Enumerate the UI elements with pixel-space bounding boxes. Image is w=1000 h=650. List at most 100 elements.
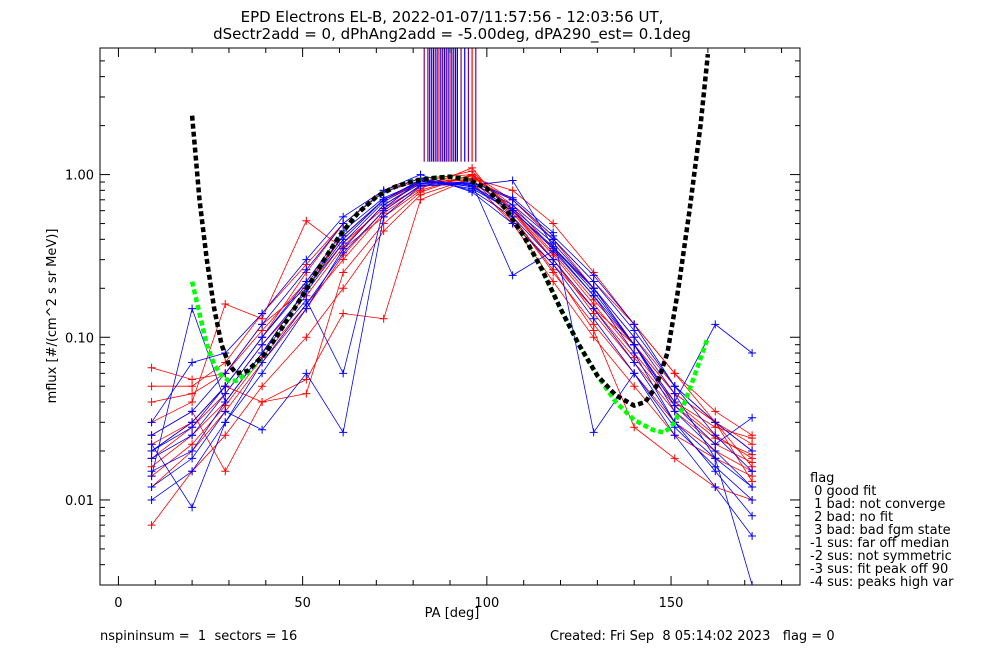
data-point-blue	[258, 309, 267, 318]
data-point-red	[302, 389, 311, 398]
data-point-red	[468, 170, 477, 179]
data-point-blue	[379, 206, 388, 215]
data-point-red	[188, 382, 197, 391]
series-line-blue	[151, 180, 753, 585]
data-point-blue	[711, 431, 720, 440]
data-point-blue	[670, 431, 679, 440]
data-point-blue	[508, 176, 517, 185]
data-point-blue	[508, 271, 517, 280]
data-point-blue	[711, 446, 720, 455]
data-point-blue	[147, 440, 156, 449]
data-point-blue	[589, 304, 598, 313]
data-point-blue	[630, 358, 639, 367]
data-point-blue	[549, 260, 558, 269]
data-point-blue	[147, 483, 156, 492]
data-point-red	[147, 382, 156, 391]
data-point-blue	[589, 277, 598, 286]
x-tick-label: 150	[659, 596, 684, 611]
fit-curve-green	[189, 174, 711, 435]
data-point-red	[339, 309, 348, 318]
data-point-blue	[258, 369, 267, 378]
data-point-red	[549, 219, 558, 228]
chart-title-line1: EPD Electrons EL-B, 2022-01-07/11:57:56 …	[241, 8, 664, 26]
series-line-red	[151, 180, 753, 472]
legend-entry: -3 sus: fit peak off 90	[810, 562, 948, 577]
axis-layer: 0 50 100 150 0.01 0.10 1.00	[65, 47, 800, 611]
data-point-blue	[748, 511, 757, 520]
data-point-blue	[630, 326, 639, 335]
series-line-blue	[151, 174, 753, 501]
data-point-red	[221, 467, 230, 476]
data-point-blue	[748, 413, 757, 422]
data-point-red	[589, 326, 598, 335]
series-line-blue	[151, 179, 753, 452]
data-point-blue	[549, 235, 558, 244]
data-point-blue	[302, 255, 311, 264]
data-point-blue	[549, 242, 558, 251]
data-point-blue	[339, 428, 348, 437]
data-point-blue	[147, 418, 156, 427]
data-point-blue	[589, 428, 598, 437]
data-point-red	[630, 382, 639, 391]
data-point-red	[416, 195, 425, 204]
data-point-blue	[188, 467, 197, 476]
series-line-blue	[151, 181, 753, 459]
data-point-blue	[188, 358, 197, 367]
data-point-blue	[258, 340, 267, 349]
data-point-blue	[630, 369, 639, 378]
series-line-red	[151, 174, 753, 482]
data-point-red	[711, 407, 720, 416]
data-point-blue	[711, 454, 720, 463]
data-point-red	[379, 314, 388, 323]
data-point-blue	[589, 314, 598, 323]
data-point-red	[221, 300, 230, 309]
data-point-blue	[188, 304, 197, 313]
x-axis-label: PA [deg]	[425, 606, 480, 621]
data-point-blue	[302, 300, 311, 309]
x-tick-label: 0	[114, 596, 122, 611]
footer-right: Created: Fri Sep 8 05:14:02 2023 flag = …	[550, 629, 835, 644]
data-point-blue	[379, 195, 388, 204]
data-point-red	[748, 440, 757, 449]
data-point-blue	[468, 182, 477, 191]
series-line-red	[151, 170, 753, 463]
data-point-red	[508, 186, 517, 195]
data-point-blue	[188, 423, 197, 432]
legend-entry: 3 bad: bad fgm state	[810, 523, 951, 538]
legend-entry: 2 bad: no fit	[810, 510, 893, 525]
data-point-blue	[258, 425, 267, 434]
data-point-red	[302, 333, 311, 342]
data-point-red	[147, 397, 156, 406]
data-point-blue	[630, 333, 639, 342]
data-point-blue	[670, 382, 679, 391]
data-point-blue	[670, 389, 679, 398]
series-line-red	[151, 177, 753, 473]
data-point-blue	[508, 206, 517, 215]
data-point-blue	[508, 193, 517, 202]
data-point-blue	[221, 407, 230, 416]
data-point-blue	[711, 440, 720, 449]
data-point-red	[188, 440, 197, 449]
data-point-blue	[258, 333, 267, 342]
data-point-blue	[302, 369, 311, 378]
spike-layer	[423, 48, 477, 162]
data-point-red	[468, 163, 477, 172]
data-point-blue	[147, 454, 156, 463]
legend-entry: -2 sus: not symmetric	[810, 549, 952, 564]
data-point-blue	[711, 418, 720, 427]
series-line-blue	[151, 180, 753, 516]
data-point-blue	[188, 446, 197, 455]
series-line-red	[151, 175, 753, 488]
data-point-blue	[748, 532, 757, 541]
data-point-red	[670, 369, 679, 378]
data-point-blue	[147, 495, 156, 504]
data-point-blue	[549, 228, 558, 237]
legend-entry: 1 bad: not converge	[810, 497, 945, 512]
flag-legend: flag 0 good fit 1 bad: not converge 2 ba…	[810, 471, 954, 590]
data-point-blue	[339, 238, 348, 247]
legend-entry: -1 sus: far off median	[810, 536, 949, 551]
chart-title-line2: dSectr2add = 0, dPhAng2add = -5.00deg, d…	[213, 25, 691, 44]
x-tick-label: 100	[474, 596, 499, 611]
y-tick-label: 1.00	[65, 169, 94, 184]
